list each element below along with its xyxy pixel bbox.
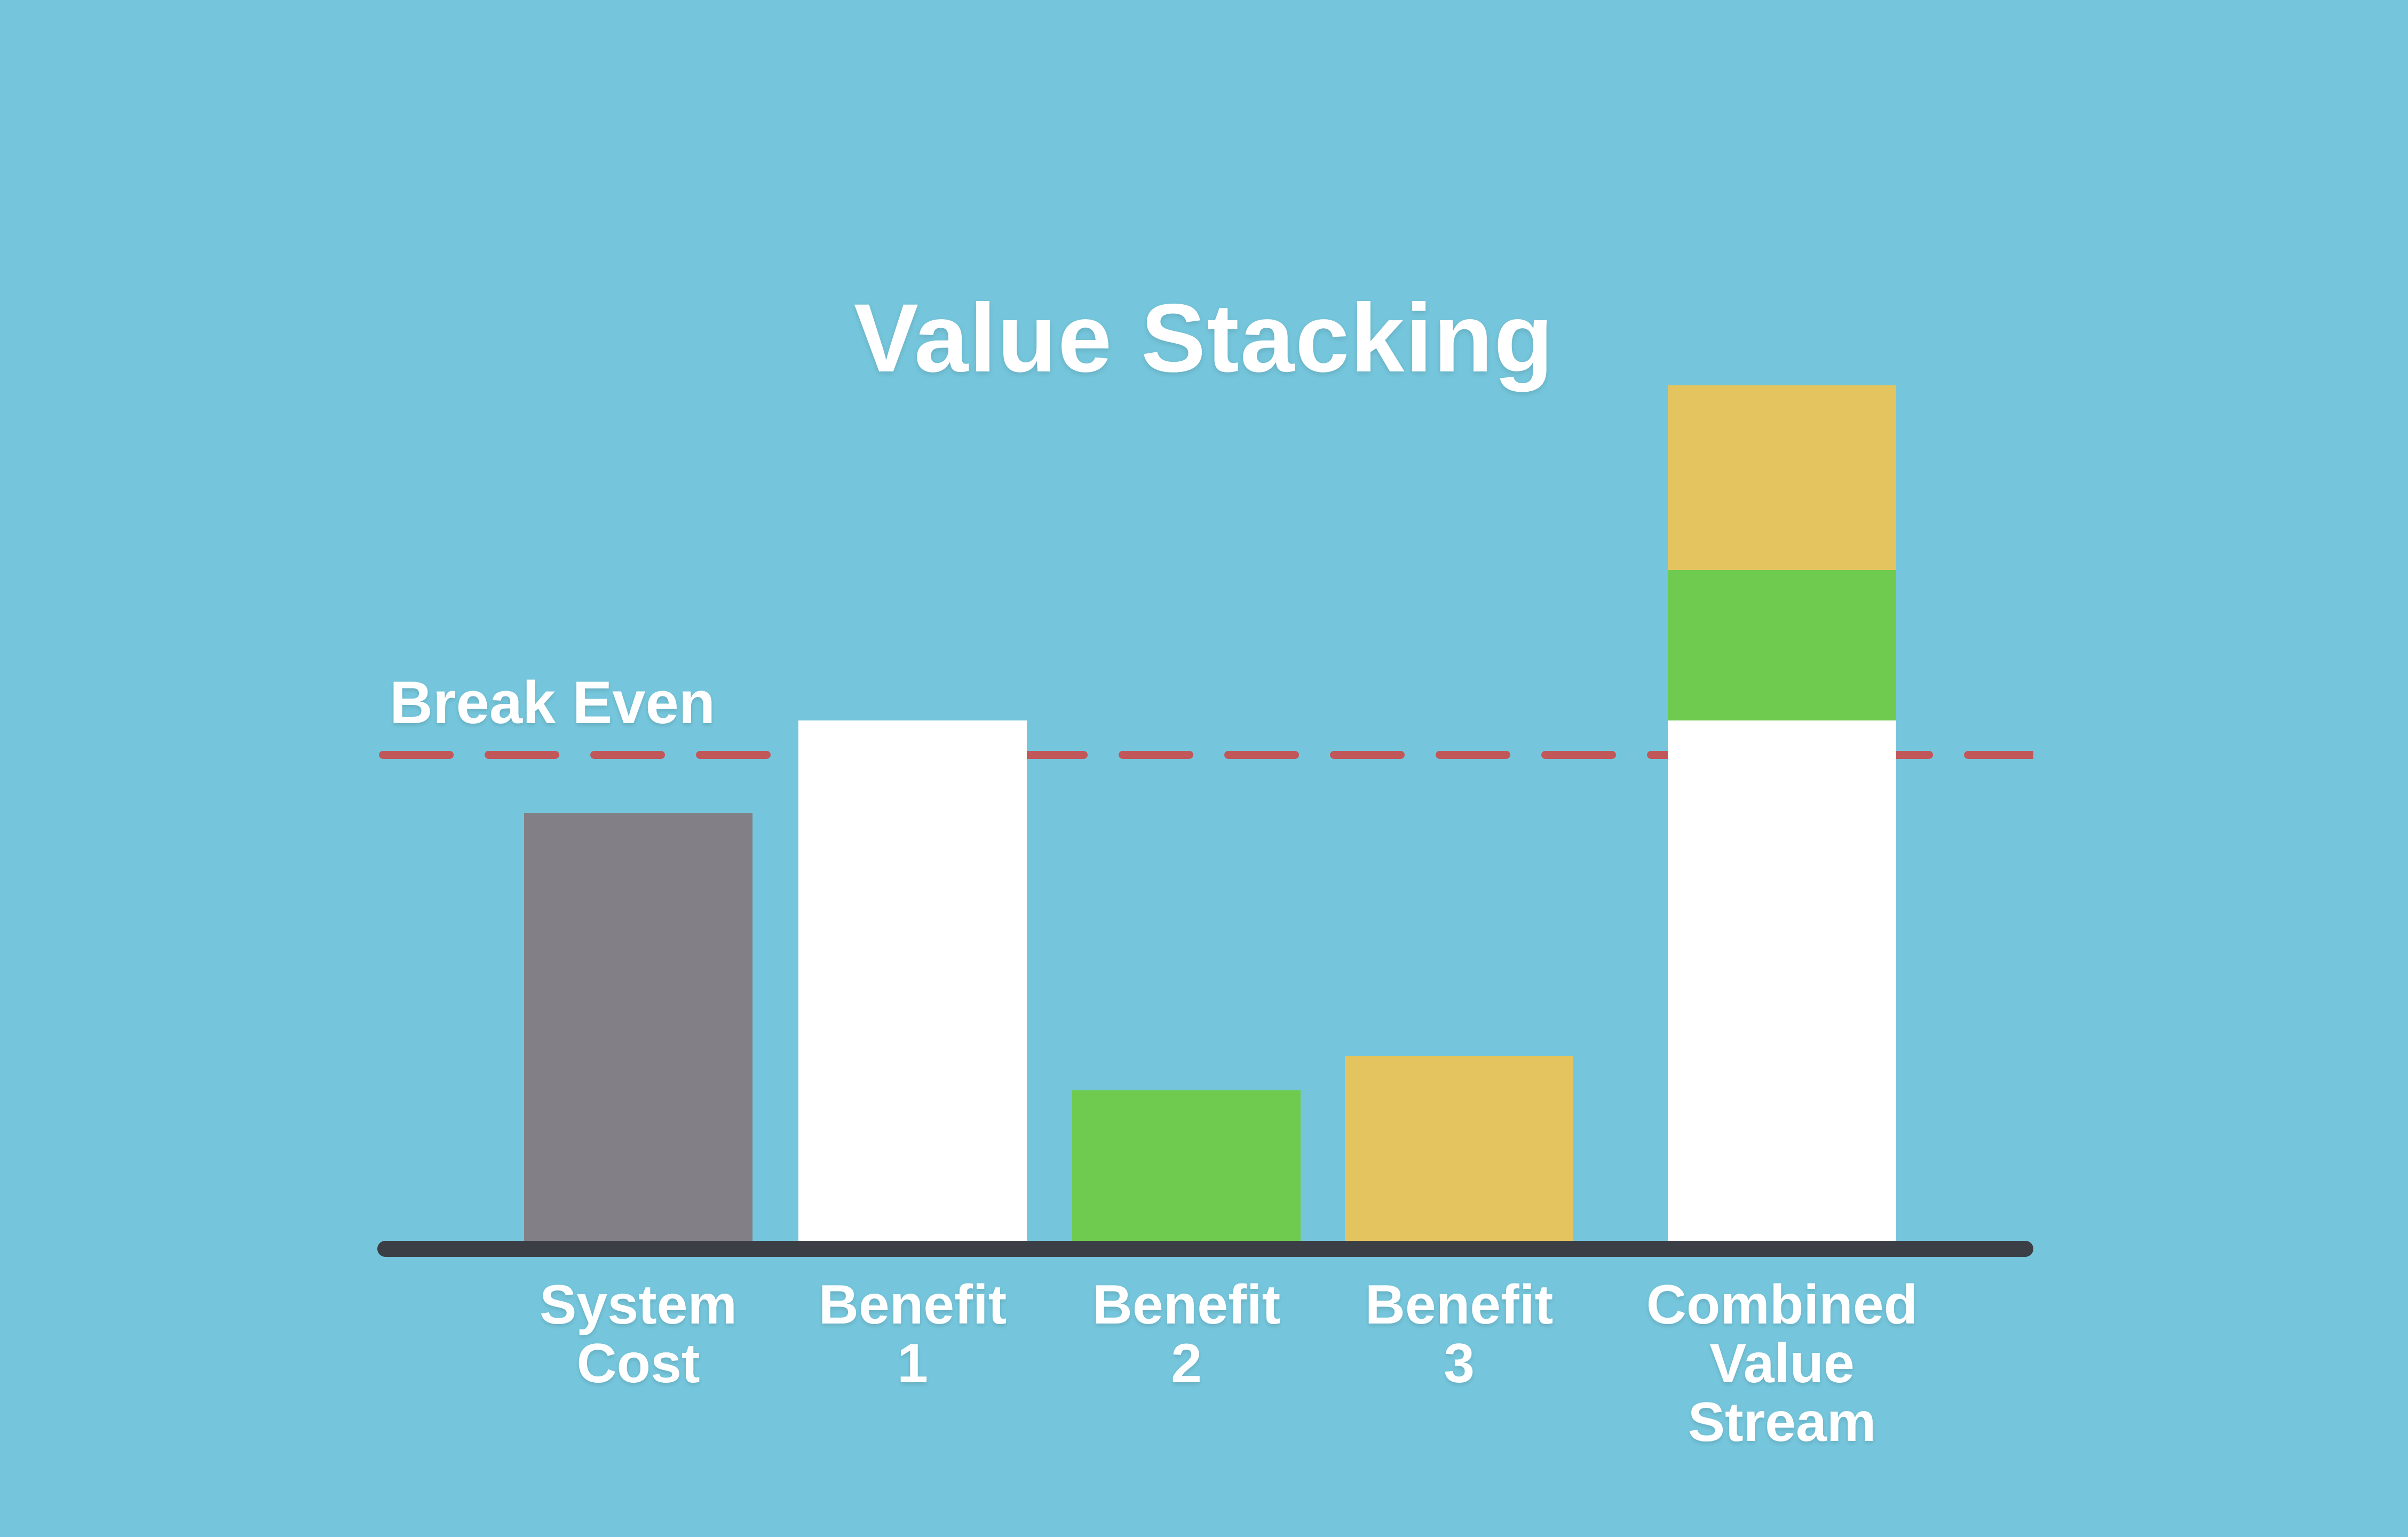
segment-benefit-1 bbox=[1668, 720, 1896, 1241]
segment-benefit-2 bbox=[1072, 1090, 1301, 1241]
bar-label-benefit-2: Benefit 2 bbox=[973, 1275, 1400, 1393]
break-even-dash bbox=[1224, 751, 1299, 759]
bar-label-line: Cost bbox=[576, 1333, 700, 1395]
bar-label-line: 2 bbox=[1171, 1333, 1202, 1395]
bar-label-system-cost: System Cost bbox=[425, 1275, 852, 1393]
bar-combined-value-stream bbox=[1668, 385, 1896, 1241]
bar-benefit-2 bbox=[1072, 1090, 1301, 1241]
bar-label-line: Benefit bbox=[818, 1274, 1007, 1336]
bar-label-line: 3 bbox=[1444, 1333, 1475, 1395]
bar-benefit-3 bbox=[1345, 1056, 1573, 1241]
bar-label-line: System bbox=[540, 1274, 737, 1336]
break-even-dash bbox=[1119, 751, 1193, 759]
bar-label-line: Combined bbox=[1646, 1274, 1918, 1336]
break-even-dash bbox=[696, 751, 771, 759]
break-even-label: Break Even bbox=[390, 669, 716, 736]
break-even-dash bbox=[1013, 751, 1088, 759]
x-axis-line bbox=[377, 1241, 2033, 1257]
bar-label-line: 1 bbox=[897, 1333, 928, 1395]
bar-label-line: Benefit bbox=[1092, 1274, 1281, 1336]
bar-label-line: Benefit bbox=[1365, 1274, 1554, 1336]
segment-benefit-2 bbox=[1668, 570, 1896, 720]
bar-benefit-1 bbox=[798, 720, 1027, 1241]
bar-label-benefit-1: Benefit 1 bbox=[699, 1275, 1126, 1393]
break-even-dash bbox=[1330, 751, 1405, 759]
break-even-dash bbox=[1541, 751, 1616, 759]
break-even-dash bbox=[485, 751, 559, 759]
segment-benefit-3 bbox=[1668, 385, 1896, 570]
bar-label-line: Value bbox=[1709, 1333, 1855, 1395]
break-even-dash bbox=[590, 751, 665, 759]
break-even-dash bbox=[1964, 751, 2033, 759]
break-even-dash bbox=[1436, 751, 1510, 759]
chart-title: Value Stacking bbox=[853, 283, 1555, 392]
bar-label-benefit-3: Benefit 3 bbox=[1246, 1275, 1673, 1393]
segment-system-cost bbox=[524, 813, 752, 1241]
bar-label-combined-value-stream: Combined Value Stream bbox=[1569, 1275, 1995, 1452]
bar-system-cost bbox=[524, 813, 752, 1241]
segment-benefit-3 bbox=[1345, 1056, 1573, 1241]
break-even-dash bbox=[379, 751, 454, 759]
bar-label-line: Stream bbox=[1688, 1391, 1876, 1454]
segment-benefit-1 bbox=[798, 720, 1027, 1241]
